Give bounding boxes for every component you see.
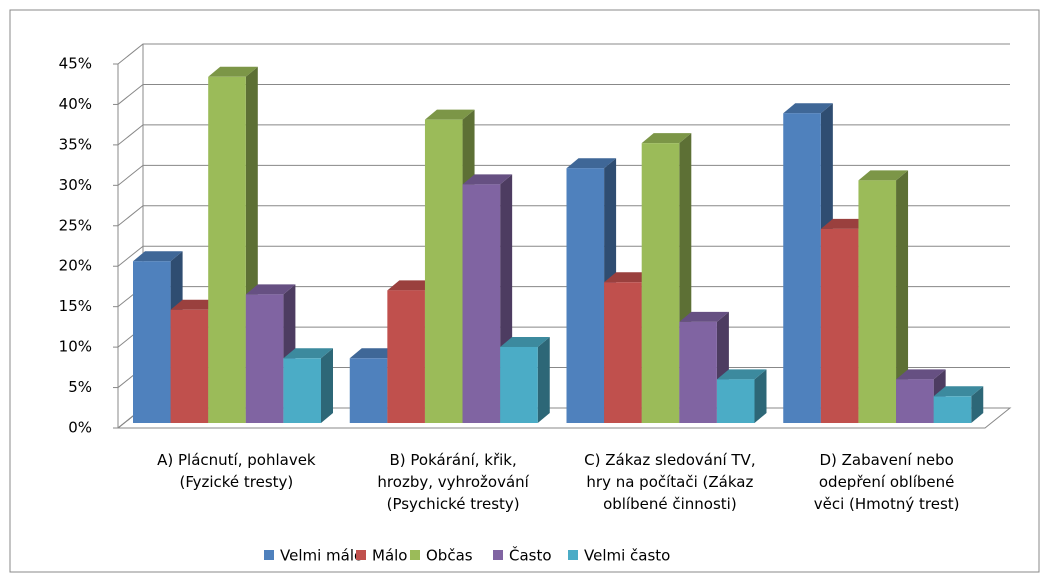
bar-top: [283, 348, 333, 359]
grid-line: [117, 124, 1010, 146]
legend-label: Velmi často: [584, 547, 670, 565]
y-tick-label: 10%: [59, 338, 92, 356]
bar-top: [858, 170, 909, 181]
x-tick-label-line: hrozby, vyhrožování: [377, 473, 529, 491]
bar: [462, 184, 501, 423]
bar: [424, 119, 463, 424]
bar: [679, 321, 717, 423]
bar: [604, 282, 642, 423]
bar-top: [208, 66, 258, 77]
bar-top: [716, 369, 767, 380]
x-tick-label-line: oblíbené činnosti): [603, 495, 737, 513]
bar-top: [933, 386, 984, 397]
bar-top: [820, 218, 871, 229]
grid-line: [117, 164, 1010, 186]
legend-swatch: [493, 550, 503, 560]
bar-top: [896, 369, 946, 380]
bar-top: [349, 348, 400, 359]
bar-top: [387, 280, 437, 291]
legend-label: Občas: [426, 547, 473, 565]
bar-top: [133, 251, 183, 262]
grid-line: [117, 245, 1010, 267]
bar-side: [754, 369, 767, 423]
bar-side: [321, 348, 333, 423]
legend-swatch: [356, 550, 366, 560]
legend-swatch: [264, 550, 274, 560]
y-tick-label: 40%: [59, 95, 92, 113]
x-tick-label: A) Plácnutí, pohlavek (Fyzické tresty): [157, 451, 316, 491]
bar-side: [896, 170, 909, 423]
y-tick-label: 25%: [59, 216, 92, 234]
bar: [820, 228, 859, 423]
bar: [858, 180, 897, 423]
bar-top: [462, 174, 513, 185]
x-tick-label-line: A) Plácnutí, pohlavek: [157, 451, 316, 469]
bar: [387, 290, 425, 423]
legend-label: Často: [509, 546, 552, 565]
x-tick-label-line: věci (Hmotný trest): [814, 495, 960, 513]
bar: [133, 261, 171, 423]
bar-top: [424, 109, 475, 120]
bar: [716, 379, 755, 423]
bar-side: [971, 386, 984, 423]
x-tick-label: D) Zabavení nebo odepření oblíbené věci (H…: [814, 451, 960, 513]
bar-top: [245, 284, 296, 295]
y-tick-label: 35%: [59, 135, 92, 153]
bar: [896, 379, 934, 423]
bar-top: [604, 272, 654, 283]
bar: [566, 168, 605, 423]
x-tick-label-line: odepření oblíbené: [819, 473, 954, 491]
bar: [933, 396, 972, 423]
y-tick-label: 20%: [59, 257, 92, 275]
bar: [783, 113, 821, 423]
bar: [283, 358, 321, 423]
bar-top: [170, 299, 221, 310]
bar-top: [679, 311, 729, 322]
bar-side: [537, 336, 550, 423]
bar: [500, 346, 538, 423]
x-tick-label: C) Zákaz sledování TV, hry na počítači (Z…: [584, 451, 755, 513]
y-tick-label: 5%: [68, 378, 92, 396]
bar: [170, 309, 209, 423]
bar-top: [641, 133, 692, 144]
bar-top: [783, 103, 833, 114]
x-tick-label-line: C) Zákaz sledování TV,: [584, 451, 755, 469]
y-tick-label: 30%: [59, 176, 92, 194]
bar-top: [566, 158, 617, 169]
y-tick-label: 15%: [59, 297, 92, 315]
x-tick-label: B) Pokárání, křik, hrozby, vyhrožování (Ps…: [377, 451, 529, 513]
x-tick-label-line: D) Zabavení nebo: [819, 451, 953, 469]
grid-line: [117, 43, 1010, 65]
y-tick-label: 0%: [68, 419, 92, 437]
bar: [349, 358, 388, 423]
legend-label: Málo: [372, 547, 407, 565]
legend-label: Velmi málo: [280, 547, 363, 565]
bar: [208, 76, 246, 423]
x-tick-label-line: (Fyzické tresty): [179, 473, 293, 491]
legend-swatch: [410, 550, 420, 560]
grid-line: [117, 205, 1010, 227]
x-tick-label-line: B) Pokárání, křik,: [389, 451, 516, 469]
y-tick-label: 45%: [59, 55, 92, 73]
grid-line: [117, 83, 1010, 105]
bar: [641, 143, 680, 423]
bar-top: [500, 336, 550, 347]
bar: [245, 294, 284, 423]
legend-swatch: [568, 550, 578, 560]
x-tick-label-line: (Psychické tresty): [387, 495, 520, 513]
x-tick-label-line: hry na počítači (Zákaz: [586, 473, 753, 491]
